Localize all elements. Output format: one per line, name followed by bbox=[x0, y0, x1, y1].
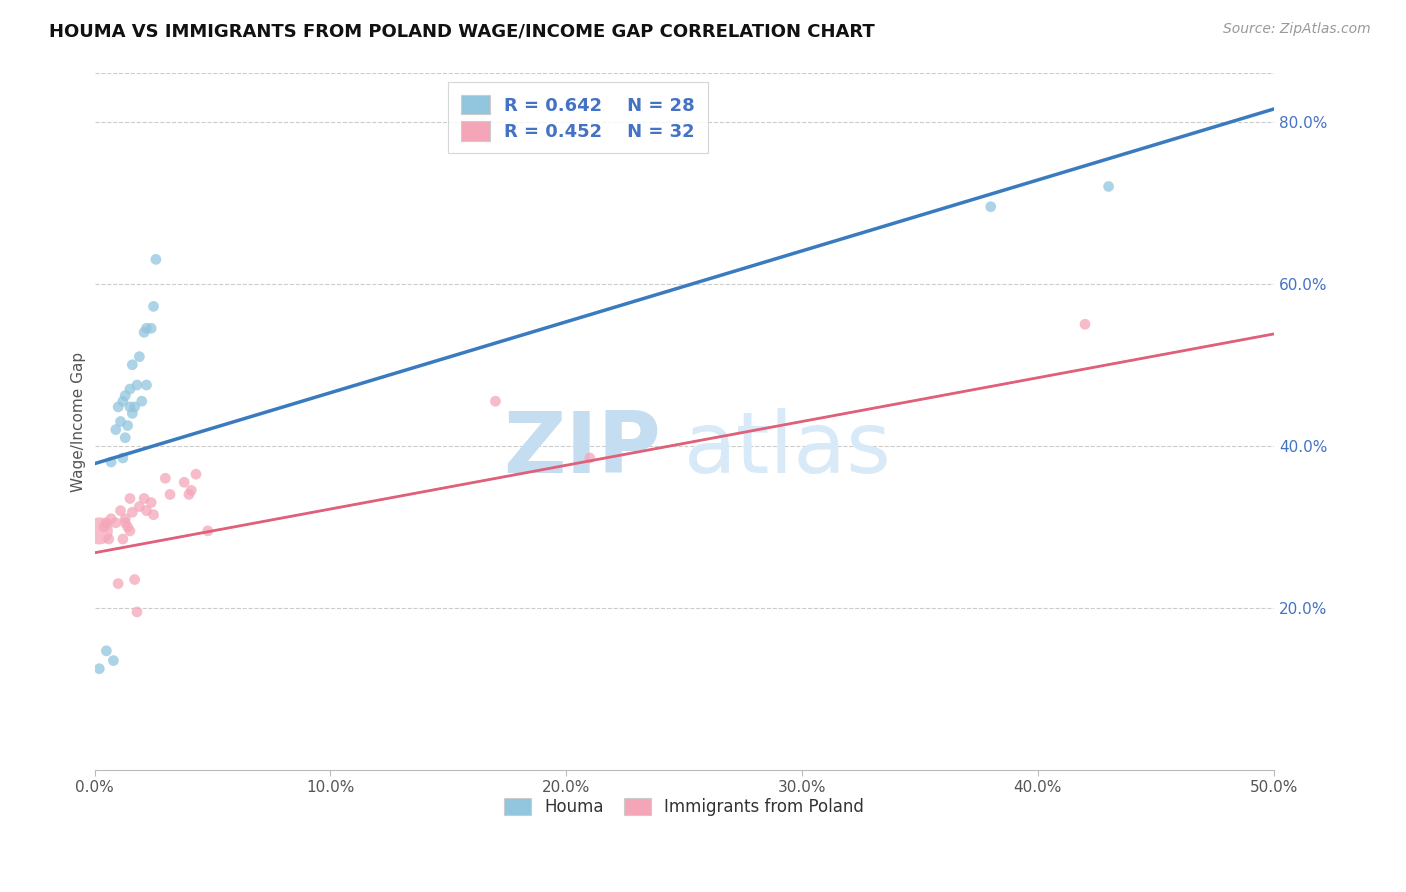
Point bbox=[980, 200, 1002, 214]
Point bbox=[128, 350, 150, 364]
Point bbox=[110, 503, 132, 517]
Point bbox=[1097, 179, 1119, 194]
Point bbox=[117, 520, 139, 534]
Text: ZIP: ZIP bbox=[503, 408, 661, 491]
Point bbox=[131, 394, 153, 409]
Point bbox=[125, 605, 148, 619]
Point bbox=[177, 487, 200, 501]
Point bbox=[89, 524, 111, 538]
Point bbox=[135, 378, 157, 392]
Point bbox=[118, 491, 141, 506]
Point bbox=[142, 299, 165, 313]
Point bbox=[184, 467, 207, 482]
Point bbox=[104, 516, 127, 530]
Point bbox=[107, 400, 129, 414]
Point bbox=[118, 382, 141, 396]
Point bbox=[96, 516, 118, 530]
Point bbox=[110, 415, 132, 429]
Point bbox=[96, 644, 118, 658]
Point bbox=[132, 491, 155, 506]
Text: HOUMA VS IMMIGRANTS FROM POLAND WAGE/INCOME GAP CORRELATION CHART: HOUMA VS IMMIGRANTS FROM POLAND WAGE/INC… bbox=[49, 22, 875, 40]
Point bbox=[124, 400, 146, 414]
Point bbox=[114, 388, 136, 402]
Point bbox=[141, 321, 163, 335]
Point bbox=[121, 358, 143, 372]
Point bbox=[132, 326, 155, 340]
Point bbox=[118, 400, 141, 414]
Point bbox=[142, 508, 165, 522]
Point bbox=[173, 475, 195, 490]
Text: atlas: atlas bbox=[685, 408, 893, 491]
Point bbox=[111, 450, 134, 465]
Point bbox=[114, 431, 136, 445]
Point bbox=[145, 252, 167, 267]
Point bbox=[111, 394, 134, 409]
Point bbox=[1074, 317, 1097, 331]
Point bbox=[114, 516, 136, 530]
Point bbox=[103, 654, 125, 668]
Point bbox=[121, 505, 143, 519]
Y-axis label: Wage/Income Gap: Wage/Income Gap bbox=[72, 351, 86, 491]
Point bbox=[121, 406, 143, 420]
Point bbox=[578, 450, 600, 465]
Point bbox=[89, 662, 111, 676]
Point bbox=[107, 576, 129, 591]
Point bbox=[159, 487, 181, 501]
Point bbox=[128, 500, 150, 514]
Point bbox=[125, 378, 148, 392]
Point bbox=[114, 512, 136, 526]
Point bbox=[104, 423, 127, 437]
Point bbox=[155, 471, 177, 485]
Point bbox=[141, 495, 163, 509]
Point bbox=[100, 512, 122, 526]
Point bbox=[97, 532, 120, 546]
Point bbox=[118, 524, 141, 538]
Point bbox=[135, 503, 157, 517]
Point bbox=[93, 520, 115, 534]
Point bbox=[117, 418, 139, 433]
Point bbox=[135, 321, 157, 335]
Point bbox=[484, 394, 506, 409]
Point bbox=[197, 524, 219, 538]
Legend: Houma, Immigrants from Poland: Houma, Immigrants from Poland bbox=[496, 789, 872, 824]
Point bbox=[124, 573, 146, 587]
Point bbox=[180, 483, 202, 498]
Point bbox=[100, 455, 122, 469]
Point bbox=[111, 532, 134, 546]
Text: Source: ZipAtlas.com: Source: ZipAtlas.com bbox=[1223, 22, 1371, 37]
